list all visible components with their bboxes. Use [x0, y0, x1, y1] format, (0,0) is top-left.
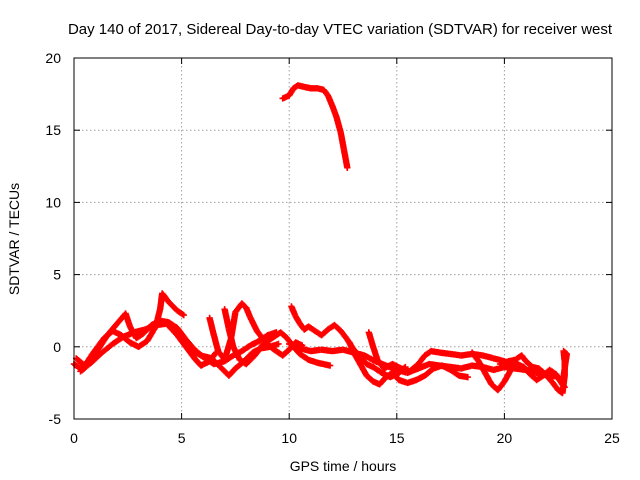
- y-tick-label: 0: [53, 339, 61, 355]
- data-point-cluster: [552, 371, 563, 384]
- data-point-cluster: [520, 363, 533, 377]
- data-point: [344, 164, 351, 171]
- data-point: [559, 381, 566, 388]
- data-point: [275, 340, 282, 348]
- data-point-cluster: [208, 355, 223, 370]
- ticks: 0 5 10 15 20 25 -5 0 5 10 15 20: [45, 50, 620, 446]
- data-point-cluster: [251, 341, 266, 359]
- x-axis-label: GPS time / hours: [290, 458, 397, 474]
- data-point-cluster: [363, 372, 376, 384]
- data-point-cluster: [253, 327, 268, 345]
- data-point-cluster: [389, 369, 402, 383]
- data-point-cluster: [279, 347, 292, 359]
- data-point: [326, 362, 334, 369]
- data-point-cluster: [77, 360, 94, 375]
- data-point-cluster: [468, 349, 481, 364]
- plot-frame: [73, 57, 613, 420]
- chart-title: Day 140 of 2017, Sidereal Day-to-day VTE…: [68, 21, 613, 38]
- x-tick-label: 15: [389, 430, 405, 446]
- x-tick-label: 0: [70, 430, 78, 446]
- data-point: [180, 311, 187, 319]
- data-point-cluster: [144, 324, 159, 345]
- data-point-cluster: [230, 343, 243, 362]
- data-point-cluster: [406, 361, 421, 375]
- data-point-cluster: [174, 307, 186, 318]
- data-point-cluster: [165, 298, 180, 313]
- data-point-cluster: [415, 353, 428, 368]
- data-point-cluster: [133, 331, 145, 342]
- data-point-cluster: [171, 324, 185, 343]
- data-point-cluster: [560, 347, 569, 357]
- data-point-cluster: [305, 323, 317, 334]
- data-point-cluster: [548, 378, 561, 393]
- data-point-cluster: [178, 337, 193, 352]
- data-point-cluster: [447, 366, 462, 379]
- data-point-cluster: [421, 366, 436, 379]
- data-point-cluster: [542, 371, 554, 384]
- data-point-cluster: [376, 375, 389, 388]
- x-tick-label: 5: [178, 430, 186, 446]
- data-point-cluster: [522, 358, 535, 370]
- data-point-cluster: [318, 327, 331, 339]
- data-point-cluster: [88, 350, 105, 366]
- x-tick-label: 10: [281, 430, 297, 446]
- data-point: [464, 373, 472, 381]
- data-point-cluster: [260, 335, 274, 348]
- y-tick-label: 20: [45, 50, 61, 66]
- data-point-cluster: [331, 321, 343, 334]
- series-arc-k: [468, 349, 568, 394]
- data-point-cluster: [337, 327, 350, 342]
- data-point-cluster: [277, 329, 290, 341]
- data-point-cluster: [518, 352, 529, 364]
- y-tick-label: 5: [53, 267, 61, 283]
- data-point-cluster: [159, 290, 171, 304]
- y-tick-label: -5: [49, 411, 62, 427]
- data-point-cluster: [494, 379, 507, 394]
- x-tick-label: 25: [604, 430, 620, 446]
- data-point-cluster: [546, 366, 558, 377]
- data-point-cluster: [225, 366, 238, 379]
- data-point-cluster: [238, 343, 253, 355]
- y-axis-label: SDTVAR / TECUs: [6, 183, 22, 295]
- data-point-cluster: [365, 329, 376, 349]
- data-point-cluster: [243, 353, 257, 368]
- data-point-cluster: [98, 341, 115, 356]
- data-point-cluster: [238, 300, 249, 310]
- data-point-cluster: [90, 336, 107, 356]
- series-arc-high: [279, 82, 351, 171]
- y-tick-label: 15: [45, 122, 61, 138]
- data-point-cluster: [247, 314, 260, 333]
- y-tick-label: 10: [45, 194, 61, 210]
- x-tick-label: 20: [497, 430, 513, 446]
- series-arc-f: [221, 306, 334, 369]
- data-points: [70, 82, 570, 397]
- series-arc-l: [496, 347, 570, 397]
- series-arc-i: [346, 339, 472, 388]
- data-point-cluster: [535, 365, 548, 377]
